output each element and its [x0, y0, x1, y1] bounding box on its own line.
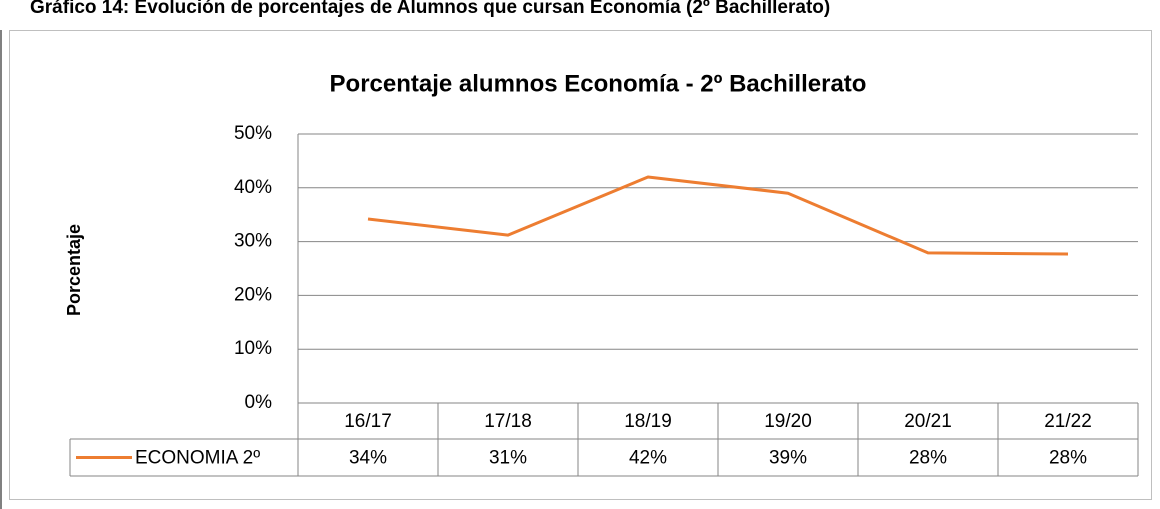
x-tick-label: 17/18: [484, 411, 532, 432]
x-tick-label: 16/17: [344, 411, 392, 432]
data-table-value: 28%: [1049, 448, 1087, 469]
x-tick-label: 19/20: [764, 411, 812, 432]
legend-label: ECONOMIA 2º: [135, 448, 260, 469]
chart-frame: [9, 30, 1152, 500]
y-tick-label: 50%: [234, 123, 272, 144]
series-line: [367, 175, 1069, 256]
heading: Gráfico 14: Evolución de porcentajes de …: [30, 0, 830, 18]
data-table-value: 28%: [909, 448, 947, 469]
y-tick-label: 30%: [234, 231, 272, 252]
x-tick-label: 21/22: [1044, 411, 1092, 432]
x-tick-label: 18/19: [624, 411, 672, 432]
y-axis-label: Porcentaje: [64, 224, 84, 316]
data-table-value: 42%: [629, 448, 667, 469]
data-table-value: 34%: [349, 448, 387, 469]
data-table-value: 31%: [489, 448, 527, 469]
y-tick-label: 40%: [234, 177, 272, 198]
chart-title: Porcentaje alumnos Economía - 2º Bachill…: [330, 70, 867, 97]
y-tick-label: 10%: [234, 338, 272, 359]
y-tick-label: 0%: [245, 392, 273, 413]
y-tick-label: 20%: [234, 284, 272, 305]
data-table-value: 39%: [769, 448, 807, 469]
x-tick-label: 20/21: [904, 411, 952, 432]
